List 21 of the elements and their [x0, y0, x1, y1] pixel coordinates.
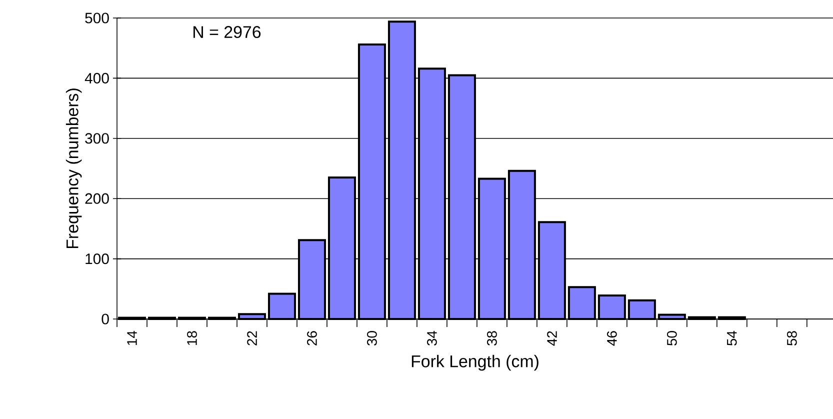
x-tick-label: 18 [187, 331, 197, 345]
x-tick-label: 50 [666, 331, 677, 346]
x-axis-title: Fork Length (cm) [412, 354, 538, 371]
y-tick-label: 300 [85, 133, 109, 144]
x-tick-label: 42 [547, 331, 557, 346]
y-axis-title: Frequency (numbers) [66, 88, 82, 248]
y-tick-label: 100 [86, 254, 109, 264]
y-tick-label: 400 [84, 72, 109, 84]
y-tick-label: 500 [85, 12, 109, 24]
x-tick-label: 38 [487, 331, 497, 346]
x-tick-label: 34 [427, 330, 437, 346]
y-tick-label: 0 [102, 314, 109, 324]
x-tick-label: 30 [367, 331, 377, 346]
x-tick-label: 46 [606, 331, 617, 346]
x-tick-label: 58 [786, 331, 797, 346]
x-tick-label: 26 [307, 331, 317, 346]
x-tick-label: 54 [727, 330, 737, 346]
x-tick-label: 14 [127, 330, 137, 345]
y-tick-label: 200 [85, 193, 109, 204]
annotation: N = 2976 [194, 26, 261, 38]
x-tick-label: 22 [247, 331, 257, 346]
